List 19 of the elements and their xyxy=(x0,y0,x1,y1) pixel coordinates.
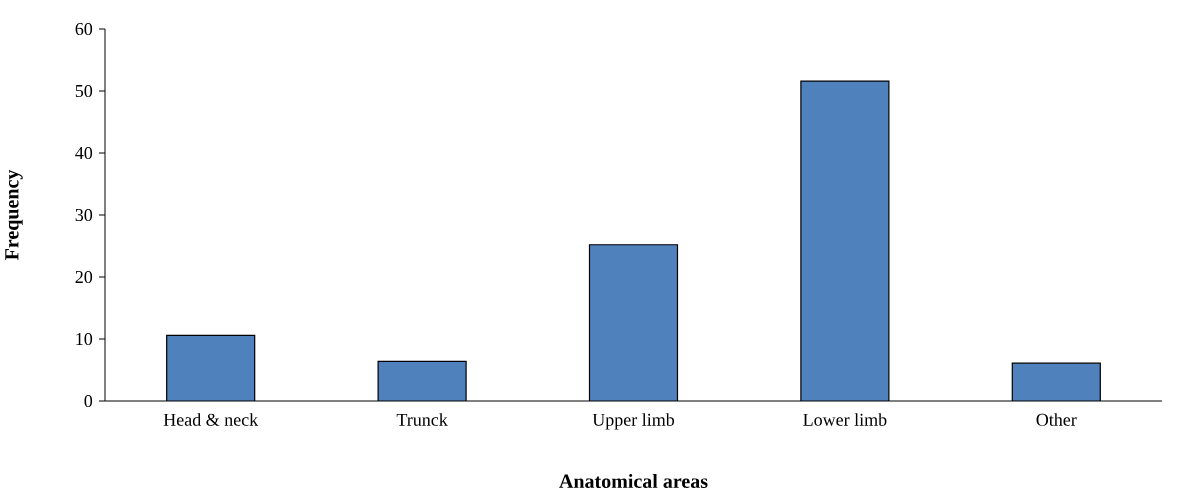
y-tick-label: 50 xyxy=(75,84,93,98)
y-tick-label: 60 xyxy=(75,22,93,36)
bar xyxy=(378,361,467,401)
y-axis-title: Frequency xyxy=(5,169,23,261)
bar xyxy=(800,81,889,401)
y-tick-label: 40 xyxy=(75,146,93,160)
bar xyxy=(166,335,255,401)
x-axis-title: Anatomical areas xyxy=(559,473,708,489)
x-tick-label: Upper limb xyxy=(592,413,675,430)
x-tick-label: Lower limb xyxy=(803,413,887,426)
bar xyxy=(589,244,678,401)
bar xyxy=(1011,362,1101,401)
y-tick-label: 10 xyxy=(76,332,93,346)
x-tick-label: Head & neck xyxy=(163,413,259,426)
y-tick-label: 0 xyxy=(84,394,93,408)
x-tick-label: Trunck xyxy=(396,413,448,426)
y-tick-label: 30 xyxy=(75,208,93,222)
x-tick-label: Other xyxy=(1036,413,1077,426)
y-tick-label: 20 xyxy=(75,270,93,284)
